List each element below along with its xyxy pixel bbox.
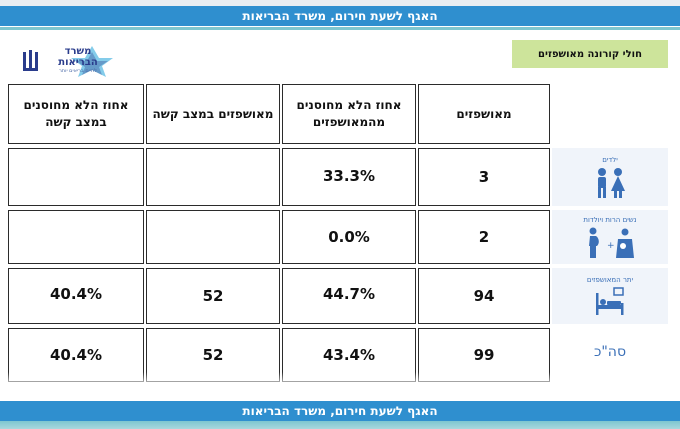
row-others-pct-unvaccinated-severe: 40.4% (8, 268, 144, 324)
bottom-banner: האגף לשעת חירום, משרד הבריאות (0, 401, 680, 421)
row-children-pct-unvaccinated-severe (8, 148, 144, 206)
slide-title: חולי קורונה מאושפזים (512, 40, 668, 68)
svg-text:+: + (607, 241, 615, 251)
row-label-children: ילדים (552, 148, 668, 206)
header-hospitalized: מאושפזים (418, 84, 550, 144)
children-icon (598, 167, 625, 198)
row-children-severe (146, 148, 280, 206)
pregnant-and-mother-icon: + (589, 227, 634, 258)
row-pregnant-hospitalized: 2 (418, 210, 550, 264)
hospital-bed-icon (596, 286, 624, 315)
row-others-pct-unvaccinated: 44.7% (282, 268, 416, 324)
top-stripe (0, 27, 680, 30)
row-pregnant-pct-unvaccinated-severe (8, 210, 144, 264)
bottom-fade (0, 372, 680, 400)
row-label-pregnant: נשים הרות ויולדות + (552, 210, 668, 264)
ministry-logo (20, 44, 122, 78)
row-children-pct-unvaccinated: 33.3% (282, 148, 416, 206)
row-others-severe: 52 (146, 268, 280, 324)
row-children-hospitalized: 3 (418, 148, 550, 206)
bottom-stripe (0, 421, 680, 429)
row-pregnant-pct-unvaccinated: 0.0% (282, 210, 416, 264)
row-pregnant-severe (146, 210, 280, 264)
header-pct-unvaccinated-severe: אחוז הלא מחוסנים במצב קשה (8, 84, 144, 144)
top-banner-text: האגף לשעת חירום, משרד הבריאות (242, 9, 438, 23)
row-others-hospitalized: 94 (418, 268, 550, 324)
row-label-others: יתר המאושפזים (552, 268, 668, 324)
logo-text: משרד הבריאות לחיים בריאים יותר (58, 46, 98, 74)
ministry-star-icon (23, 46, 113, 77)
top-edge (0, 0, 680, 6)
header-severe: מאושפזים במצב קשה (146, 84, 280, 144)
top-banner: האגף לשעת חירום, משרד הבריאות (0, 6, 680, 26)
header-pct-unvaccinated: אחוז הלא מחוסנים מהמאושפזים (282, 84, 416, 144)
bottom-banner-text: האגף לשעת חירום, משרד הבריאות (242, 404, 438, 418)
row-label-total: סה"כ (552, 328, 668, 376)
